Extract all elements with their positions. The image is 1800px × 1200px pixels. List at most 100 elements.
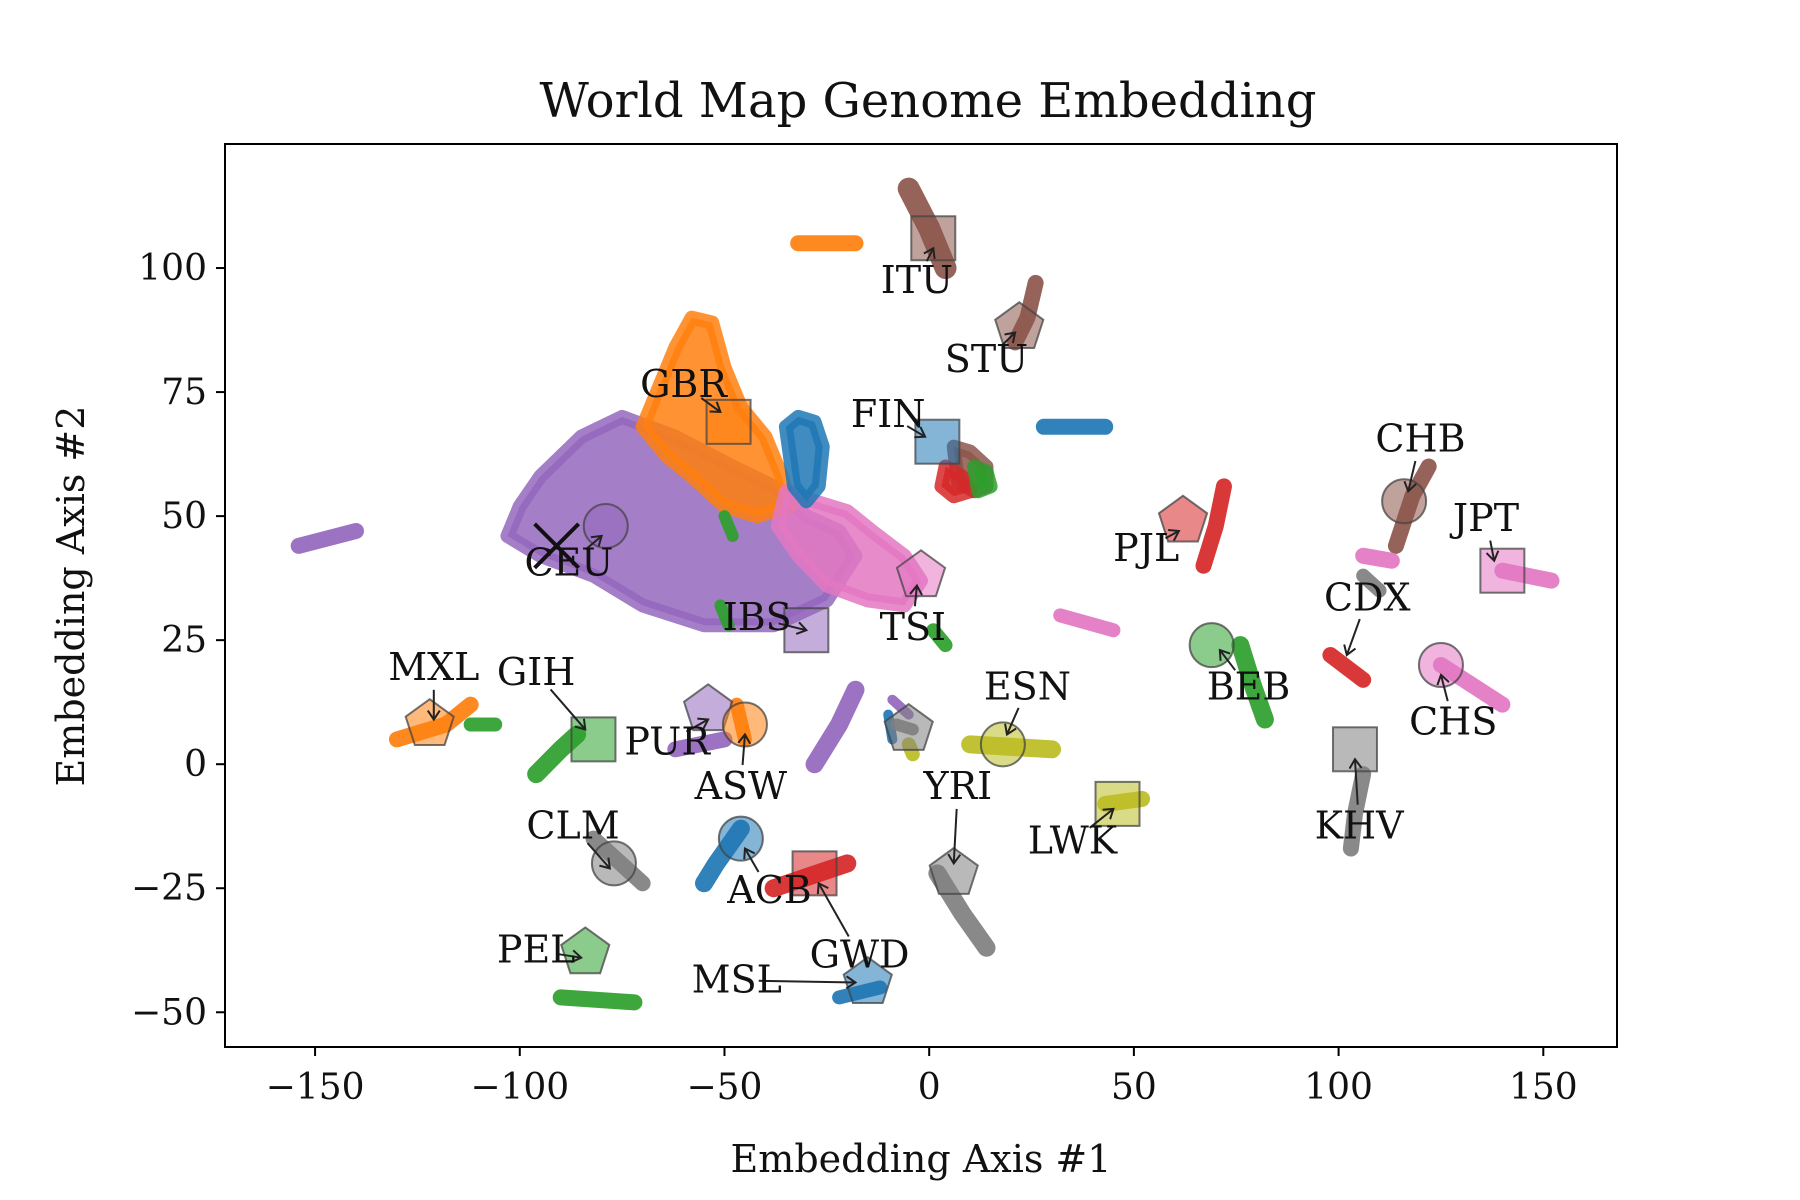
annotation-arrow-GWD <box>817 882 850 937</box>
y-axis-label: Embedding Axis #2 <box>49 406 93 787</box>
population-label-GWD: GWD <box>810 933 910 977</box>
population-label-ACB: ACB <box>726 868 811 912</box>
population-label-CHB: CHB <box>1375 417 1465 461</box>
annotation-arrowhead-JPT <box>1485 550 1500 563</box>
population-label-PUR: PUR <box>624 719 711 763</box>
annotation-arrowhead-CHS <box>1436 673 1450 686</box>
x-axis-label: Embedding Axis #1 <box>731 1137 1112 1181</box>
population-label-BEB: BEB <box>1207 665 1291 709</box>
annotation-arrow-GBR <box>700 397 721 413</box>
population-label-CLM: CLM <box>526 804 619 848</box>
cluster-pink-16 <box>1053 608 1121 638</box>
annotation-arrowhead-CEU <box>590 534 604 547</box>
annotation-arrowhead-MXL <box>426 709 441 722</box>
marker-pentagon-1 <box>994 301 1045 350</box>
population-label-KHV: KHV <box>1315 804 1405 848</box>
annotation-arrowhead-LWK <box>1102 807 1115 820</box>
plot-frame <box>224 143 1618 1048</box>
cluster-red-18 <box>1322 647 1372 688</box>
population-label-MXL: MXL <box>388 645 479 689</box>
marker-square-10 <box>1479 547 1526 594</box>
annotation-arrow-LWK <box>1089 808 1115 829</box>
annotation-arrowhead-YRI <box>947 853 962 866</box>
cluster-red-12 <box>1195 478 1232 574</box>
population-label-IBS: IBS <box>723 595 792 639</box>
annotation-arrow-STU <box>1001 331 1016 346</box>
annotation-arrow-PUR <box>685 718 709 733</box>
annotation-arrowhead-CDX <box>1343 644 1357 657</box>
chart-title: World Map Genome Embedding <box>540 73 1317 129</box>
marker-pentagon-19 <box>883 702 934 751</box>
annotation-arrow-ESN <box>1006 707 1020 735</box>
population-label-ASW: ASW <box>694 764 788 808</box>
x-tick-label: −50 <box>686 1067 762 1108</box>
population-label-YRI: YRI <box>922 764 992 808</box>
marker-pentagon-24 <box>928 846 979 895</box>
annotation-arrowhead-KHV <box>1348 757 1363 770</box>
cluster-gray-36 <box>1342 766 1372 857</box>
x-tick-label: 150 <box>1509 1067 1578 1108</box>
annotation-arrowhead-TSI <box>909 583 923 596</box>
x-tick-label: 100 <box>1304 1067 1373 1108</box>
cluster-green-22 <box>926 623 953 653</box>
population-label-CHS: CHS <box>1409 699 1497 743</box>
annotation-arrow-ACB <box>744 848 760 873</box>
annotation-arrow-ITU <box>925 247 935 262</box>
marker-circle-12 <box>1417 641 1464 688</box>
annotation-arrowhead-FIN <box>914 426 927 439</box>
y-tick-label: 100 <box>138 248 207 289</box>
marker-pentagon-16 <box>682 683 734 732</box>
annotation-arrowhead-GIH <box>574 718 587 731</box>
marker-square-15 <box>570 716 617 763</box>
marker-x-5 <box>533 522 581 570</box>
cluster-purple-28 <box>667 731 733 758</box>
annotation-arrowhead-GBR <box>709 401 722 413</box>
annotation-arrowhead-MSL <box>845 975 858 990</box>
x-tick-label: 0 <box>918 1067 941 1108</box>
population-label-MSL: MSL <box>692 957 782 1001</box>
annotation-arrow-TSI <box>913 585 918 607</box>
marker-pentagon-14 <box>404 697 455 746</box>
annotation-arrowhead-PJL <box>1168 529 1181 542</box>
annotation-arrow-BEB <box>1219 649 1236 671</box>
cluster-red-5 <box>934 459 978 504</box>
y-tick-label: 50 <box>161 496 207 537</box>
annotation-arrowhead-ITU <box>923 246 936 260</box>
population-label-GBR: GBR <box>640 362 728 406</box>
annotation-arrowhead-PUR <box>697 717 710 730</box>
cluster-green-23 <box>718 510 739 542</box>
population-label-STU: STU <box>945 337 1028 381</box>
annotation-arrowhead-BEB <box>1218 648 1231 661</box>
annotation-layer: ITU STU GBR FIN CHB JPT PJL CEU TSI CDX IBS BEB MXL G… <box>388 246 1519 1001</box>
tick-layer: −150 −100 −50 0 50 100 150 −50 −25 0 25 50 75 100 <box>131 248 1578 1108</box>
x-tick-label: 50 <box>1111 1067 1157 1108</box>
cluster-gray-17 <box>1356 568 1387 598</box>
annotation-arrow-IBS <box>778 622 807 632</box>
cluster-pink-14 <box>1355 547 1400 569</box>
population-label-PEL: PEL <box>497 928 576 972</box>
population-label-PJL: PJL <box>1113 526 1179 570</box>
marker-pentagon-6 <box>895 549 947 598</box>
population-label-CDX: CDX <box>1324 575 1411 619</box>
annotation-arrow-ASW <box>741 734 746 766</box>
cluster-purple-7 <box>290 523 365 554</box>
cluster-green-41 <box>552 989 643 1011</box>
annotation-arrowhead-PEL <box>570 949 583 964</box>
marker-pentagon-26 <box>842 955 894 1004</box>
annotation-arrow-FIN <box>906 425 926 438</box>
cluster-blue-3 <box>778 409 830 509</box>
marker-circle-11 <box>1188 622 1235 669</box>
population-label-ITU: ITU <box>881 258 953 302</box>
population-label-GIH: GIH <box>497 650 576 694</box>
cluster-purple-29 <box>805 680 865 774</box>
annotation-arrowhead-ASW <box>737 732 752 745</box>
annotation-arrowhead-IBS <box>795 621 809 635</box>
annotation-arrowhead-ACB <box>743 846 756 860</box>
y-tick-label: 75 <box>161 372 207 413</box>
population-label-FIN: FIN <box>851 392 926 436</box>
x-tick-label: −100 <box>470 1067 569 1108</box>
y-tick-label: 25 <box>161 620 207 661</box>
cluster-green-20 <box>1231 636 1274 729</box>
population-label-JPT: JPT <box>1449 496 1519 540</box>
